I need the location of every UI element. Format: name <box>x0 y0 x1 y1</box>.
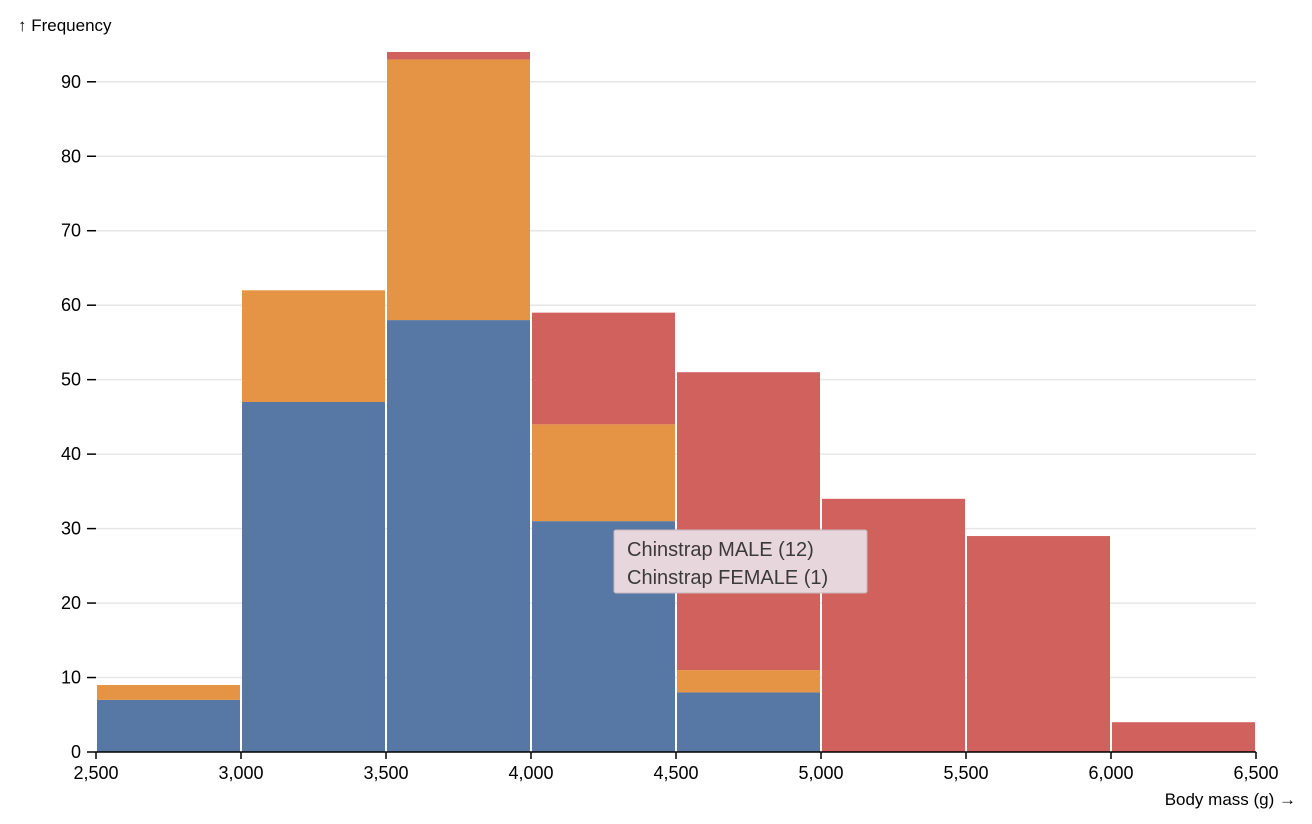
tooltip-line: Chinstrap FEMALE (1) <box>627 567 828 589</box>
x-tick-label: 4,000 <box>508 763 553 783</box>
tooltip-box <box>613 529 868 594</box>
x-tick-label: 3,500 <box>363 763 408 783</box>
y-axis: 0 10 20 30 40 50 60 70 80 90 <box>61 72 96 762</box>
y-tick-label: 50 <box>61 370 81 390</box>
bar-segment <box>242 290 385 402</box>
x-tick-label: 3,000 <box>218 763 263 783</box>
bar-segment <box>677 692 820 752</box>
bar-segment <box>387 52 530 60</box>
bar-segment <box>677 670 820 693</box>
bar-segment <box>387 320 530 752</box>
y-tick-label: 70 <box>61 221 81 241</box>
bar-segment <box>387 59 530 321</box>
bar-segment <box>97 684 240 700</box>
x-tick-label: 6,500 <box>1233 763 1278 783</box>
y-tick-label: 0 <box>71 742 81 762</box>
bar-segment <box>532 312 675 425</box>
y-tick-label: 20 <box>61 593 81 613</box>
bar-segment <box>242 402 385 752</box>
x-axis-title: Body mass (g) → <box>1165 790 1296 809</box>
bar-segment <box>1112 722 1255 752</box>
x-axis: 2,500 3,000 3,500 4,000 4,500 5,000 5,500 6,000… <box>73 751 1279 783</box>
y-tick-label: 80 <box>61 146 81 166</box>
x-tick-label: 5,000 <box>798 763 843 783</box>
bar-segment <box>677 372 820 671</box>
y-tick-label: 60 <box>61 295 81 315</box>
x-tick-label: 6,000 <box>1088 763 1133 783</box>
y-tick-label: 90 <box>61 72 81 92</box>
histogram-bars <box>97 52 1255 752</box>
x-tick-label: 2,500 <box>73 763 118 783</box>
x-tick-label: 4,500 <box>653 763 698 783</box>
tooltip: Chinstrap MALE (12) Chinstrap FEMALE (1) <box>613 529 868 594</box>
y-tick-label: 30 <box>61 519 81 539</box>
bar-segment <box>97 699 240 752</box>
y-tick-label: 40 <box>61 444 81 464</box>
x-tick-label: 5,500 <box>943 763 988 783</box>
y-tick-label: 10 <box>61 668 81 688</box>
bar-segment <box>967 536 1110 752</box>
y-axis-title: ↑ Frequency <box>18 16 112 35</box>
tooltip-line: Chinstrap MALE (12) <box>627 539 814 561</box>
bar-segment <box>532 424 675 522</box>
